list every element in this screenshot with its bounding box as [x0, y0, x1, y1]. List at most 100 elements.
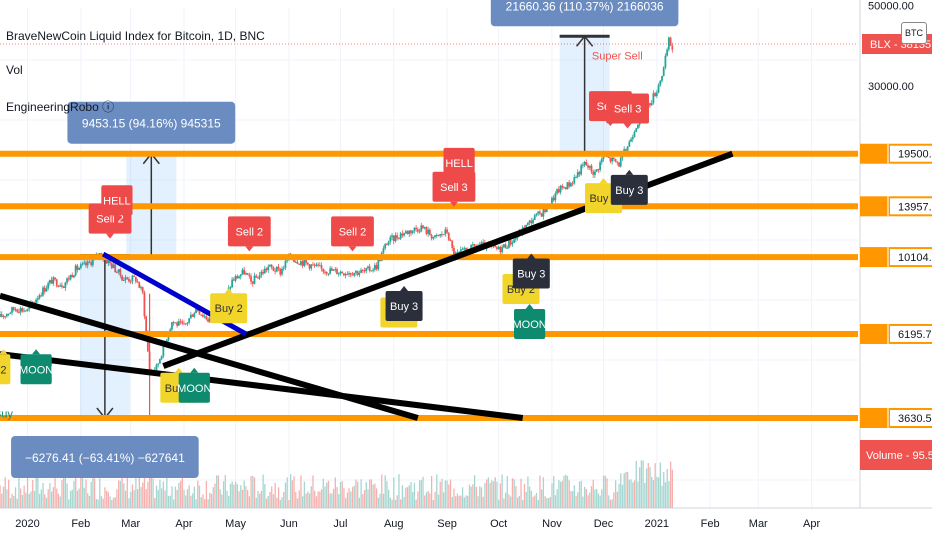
volume-bar [26, 474, 29, 508]
volume-bar [561, 480, 563, 508]
volume-bar [147, 481, 149, 508]
candle-body [387, 241, 390, 245]
candle-body [463, 247, 466, 250]
volume-bar [504, 492, 507, 508]
volume-bar [506, 476, 508, 508]
candle-body [0, 314, 3, 317]
candle-body [526, 222, 529, 225]
volume-bar [188, 485, 190, 508]
volume-bar [640, 460, 643, 508]
volume-bar [303, 481, 306, 508]
volume-bar [314, 490, 316, 508]
volume-bar [384, 475, 386, 508]
volume-bar [150, 474, 153, 508]
candle-body [411, 230, 414, 234]
candle-body [453, 247, 455, 258]
signal-pointer [348, 246, 357, 252]
candle-body [630, 139, 632, 142]
volume-bar [246, 490, 249, 508]
candle-body [422, 225, 424, 229]
volume-bar [233, 484, 235, 508]
candle-body [186, 322, 189, 324]
candle-body [7, 313, 10, 315]
volume-bar [387, 489, 390, 508]
signal-moon: MOON [177, 367, 211, 403]
volume-bar [386, 481, 388, 508]
candle-body [2, 316, 5, 318]
volume-bar [339, 481, 342, 508]
candle-body [126, 277, 129, 279]
volume-bar [262, 474, 264, 508]
candle-body [69, 275, 72, 280]
volume-bar [47, 489, 49, 508]
candle-body [177, 321, 180, 326]
volume-bar [250, 476, 252, 508]
candle-body [263, 268, 266, 274]
volume-bar [565, 474, 567, 508]
candle-body [269, 264, 271, 267]
candle-body [86, 261, 89, 266]
volume-bar [633, 480, 636, 508]
volume-bar [401, 485, 404, 508]
signal-box [178, 372, 210, 403]
volume-bar [109, 496, 111, 508]
volume-bar [118, 480, 120, 508]
candle-body [410, 230, 412, 234]
signal-label: Buy 3 [390, 301, 418, 313]
volume-bar [580, 480, 582, 508]
candle-body [597, 169, 600, 171]
volume-bar [21, 495, 24, 508]
volume-bar [429, 493, 431, 508]
signal-label: MOON [19, 364, 53, 376]
candle-body [349, 272, 352, 275]
candle-body [461, 249, 464, 251]
volume-bar [358, 497, 361, 508]
volume-bar [300, 475, 302, 508]
candle-body [274, 270, 277, 272]
signal-sell: Sell 2 [227, 216, 271, 252]
measurement-label-box [11, 436, 199, 478]
volume-bar [210, 493, 213, 508]
symbol-icon[interactable]: BTC [901, 22, 927, 44]
signal-label: Buy 2 [589, 193, 617, 205]
volume-bar [372, 484, 374, 508]
volume-bar [350, 491, 352, 508]
volume-bar [52, 487, 55, 508]
volume-bar [632, 482, 634, 508]
candle-body [310, 264, 313, 269]
candle-body [294, 261, 297, 263]
volume-bar [126, 477, 128, 508]
candle-body [162, 343, 165, 357]
candle-body [300, 261, 302, 265]
volume-bar [417, 491, 419, 508]
volume-bar [571, 491, 574, 508]
candle-body [62, 286, 65, 288]
candle-body [473, 244, 476, 247]
volume-bar [154, 498, 156, 508]
candle-body [394, 235, 397, 242]
candle-body [105, 259, 108, 264]
candle-body [239, 274, 242, 277]
volume-bar [276, 497, 278, 508]
candle-body [107, 260, 110, 264]
candle-body [165, 340, 168, 343]
signal-box [385, 291, 423, 322]
volume-bar [174, 486, 177, 508]
volume-bar [176, 489, 178, 508]
level-price-label: 10104.94 [898, 252, 932, 264]
candle-body [514, 238, 517, 240]
volume-bar [563, 475, 565, 508]
volume-bar [537, 499, 539, 508]
candle-body [368, 266, 371, 271]
volume-bar [570, 491, 572, 508]
candle-body [116, 272, 118, 274]
volume-bar [623, 473, 625, 508]
volume-bar [312, 475, 314, 508]
volume-bar [327, 480, 330, 508]
candle-body [308, 264, 311, 269]
candle-body [71, 275, 74, 278]
volume-bar [13, 495, 15, 508]
candle-body [540, 213, 543, 217]
